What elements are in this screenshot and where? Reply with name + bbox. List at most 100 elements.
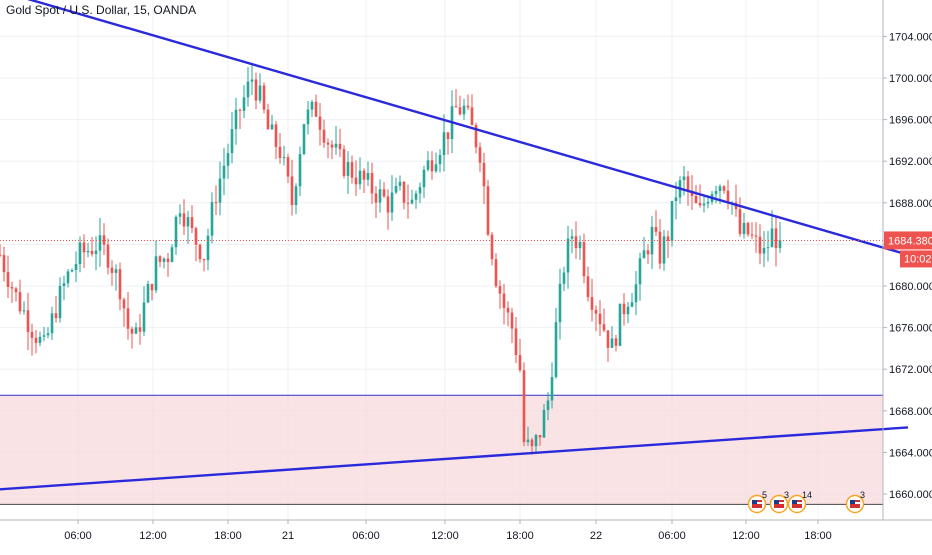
candle-body[interactable] bbox=[610, 338, 614, 348]
candle-body[interactable] bbox=[454, 106, 458, 108]
candle-body[interactable] bbox=[30, 331, 34, 338]
candle-body[interactable] bbox=[46, 333, 50, 336]
candle-body[interactable] bbox=[538, 435, 542, 438]
candle-body[interactable] bbox=[302, 124, 306, 155]
candle-body[interactable] bbox=[394, 186, 398, 193]
candle-body[interactable] bbox=[374, 193, 378, 203]
candle-body[interactable] bbox=[654, 227, 658, 232]
candle-body[interactable] bbox=[294, 186, 298, 206]
candle-body[interactable] bbox=[162, 258, 166, 262]
candle-body[interactable] bbox=[526, 439, 530, 443]
candle-body[interactable] bbox=[522, 370, 526, 443]
candle-body[interactable] bbox=[102, 235, 106, 245]
candle-body[interactable] bbox=[202, 259, 206, 261]
candle-body[interactable] bbox=[342, 149, 346, 176]
candle-body[interactable] bbox=[754, 235, 758, 237]
candle-body[interactable] bbox=[242, 97, 246, 111]
candle-body[interactable] bbox=[698, 202, 702, 206]
candle-body[interactable] bbox=[622, 303, 626, 315]
candle-body[interactable] bbox=[390, 192, 394, 213]
candle-body[interactable] bbox=[10, 286, 14, 289]
candle-body[interactable] bbox=[614, 338, 618, 346]
candle-body[interactable] bbox=[618, 303, 622, 346]
candle-body[interactable] bbox=[354, 177, 358, 185]
candle-body[interactable] bbox=[578, 241, 582, 249]
candle-body[interactable] bbox=[286, 157, 290, 177]
candle-body[interactable] bbox=[378, 189, 382, 203]
candle-body[interactable] bbox=[518, 355, 522, 371]
candle-body[interactable] bbox=[770, 228, 774, 248]
candle-body[interactable] bbox=[586, 276, 590, 298]
demand-zone[interactable] bbox=[0, 395, 883, 505]
resistance-trendline[interactable] bbox=[0, 0, 909, 256]
candle-body[interactable] bbox=[78, 242, 82, 265]
candle-body[interactable] bbox=[210, 202, 214, 236]
candle-body[interactable] bbox=[558, 283, 562, 323]
candle-body[interactable] bbox=[226, 153, 230, 166]
candle-body[interactable] bbox=[490, 234, 494, 260]
candle-body[interactable] bbox=[386, 196, 390, 213]
candle-body[interactable] bbox=[246, 81, 250, 98]
candle-body[interactable] bbox=[642, 250, 646, 259]
candle-body[interactable] bbox=[418, 187, 422, 194]
candle-body[interactable] bbox=[174, 216, 178, 248]
candle-body[interactable] bbox=[218, 178, 222, 203]
candle-body[interactable] bbox=[606, 330, 610, 348]
candle-body[interactable] bbox=[190, 217, 194, 229]
candle-body[interactable] bbox=[402, 181, 406, 203]
candle-body[interactable] bbox=[574, 236, 578, 249]
candle-body[interactable] bbox=[758, 236, 762, 254]
candle-body[interactable] bbox=[458, 107, 462, 115]
candle-body[interactable] bbox=[438, 154, 442, 165]
candle-body[interactable] bbox=[670, 201, 674, 241]
candle-body[interactable] bbox=[74, 264, 78, 271]
candle-body[interactable] bbox=[26, 310, 30, 332]
candle-body[interactable] bbox=[430, 160, 434, 172]
candle-body[interactable] bbox=[410, 199, 414, 204]
candle-body[interactable] bbox=[778, 240, 782, 249]
candle-body[interactable] bbox=[282, 157, 286, 159]
candle-body[interactable] bbox=[62, 283, 66, 287]
candle-body[interactable] bbox=[370, 172, 374, 194]
candle-body[interactable] bbox=[166, 258, 170, 263]
candle-body[interactable] bbox=[38, 336, 42, 343]
candle-body[interactable] bbox=[470, 107, 474, 126]
candle-body[interactable] bbox=[546, 400, 550, 410]
candle-body[interactable] bbox=[322, 129, 326, 143]
candle-body[interactable] bbox=[666, 236, 670, 241]
candle-body[interactable] bbox=[478, 147, 482, 163]
candle-body[interactable] bbox=[686, 176, 690, 191]
candle-body[interactable] bbox=[626, 306, 630, 315]
candle-body[interactable] bbox=[18, 292, 22, 312]
candle-body[interactable] bbox=[234, 109, 238, 130]
candle-body[interactable] bbox=[706, 201, 710, 204]
candle-body[interactable] bbox=[250, 79, 254, 82]
candle-body[interactable] bbox=[350, 162, 354, 178]
candle-body[interactable] bbox=[742, 222, 746, 234]
candle-body[interactable] bbox=[550, 377, 554, 401]
candle-body[interactable] bbox=[314, 101, 318, 117]
candle-body[interactable] bbox=[326, 142, 330, 145]
candle-body[interactable] bbox=[346, 162, 350, 176]
candle-body[interactable] bbox=[722, 186, 726, 191]
candle-body[interactable] bbox=[694, 196, 698, 203]
candle-body[interactable] bbox=[718, 186, 722, 191]
candle-body[interactable] bbox=[126, 308, 130, 329]
candle-body[interactable] bbox=[442, 132, 446, 155]
candle-body[interactable] bbox=[414, 193, 418, 200]
candle-body[interactable] bbox=[106, 244, 110, 268]
us-flag-icon[interactable]: 5 bbox=[747, 490, 768, 514]
candle-body[interactable] bbox=[110, 267, 114, 273]
candle-body[interactable] bbox=[22, 310, 26, 312]
candle-body[interactable] bbox=[194, 228, 198, 245]
candle-body[interactable] bbox=[594, 309, 598, 314]
candle-body[interactable] bbox=[506, 307, 510, 313]
candle-body[interactable] bbox=[422, 169, 426, 188]
candle-body[interactable] bbox=[138, 327, 142, 332]
candle-body[interactable] bbox=[398, 181, 402, 187]
candle-body[interactable] bbox=[262, 85, 266, 110]
candle-body[interactable] bbox=[98, 235, 102, 251]
candle-body[interactable] bbox=[82, 242, 86, 253]
support-trendline[interactable] bbox=[0, 426, 909, 491]
candle-body[interactable] bbox=[214, 202, 218, 204]
